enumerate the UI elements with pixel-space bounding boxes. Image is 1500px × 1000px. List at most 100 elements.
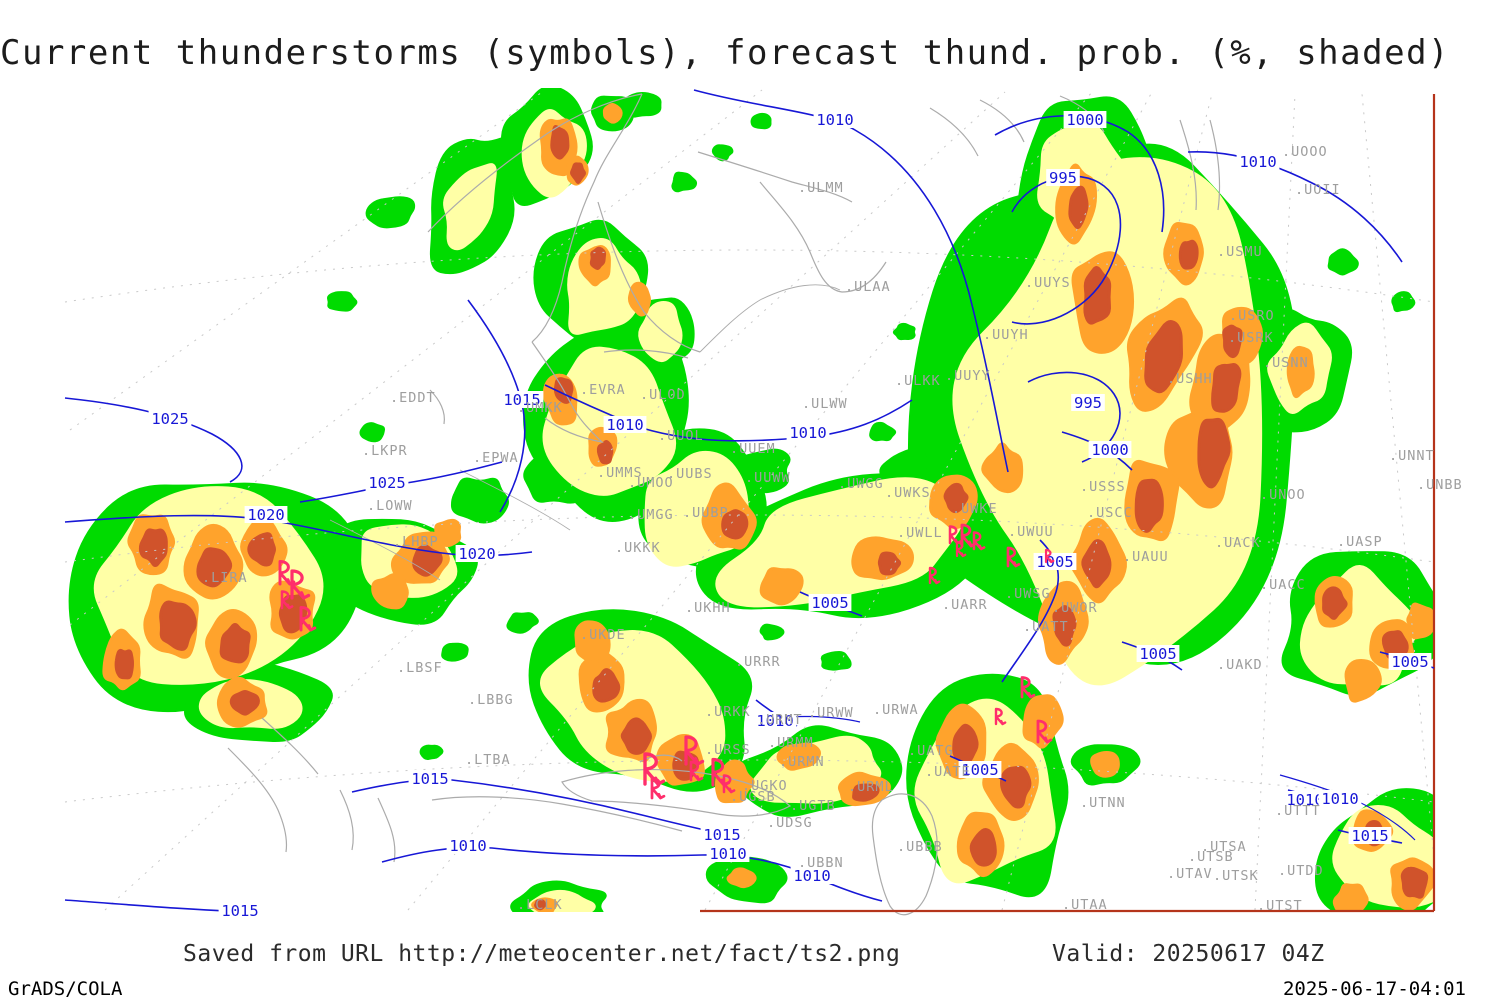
station-code-label: .UTSA xyxy=(1201,839,1247,855)
station-code-label: .UATE xyxy=(925,764,971,780)
thunderstorm-symbol xyxy=(278,560,296,586)
station-code-label: .UMOO xyxy=(628,475,674,491)
prob-blob-l2 xyxy=(574,620,611,665)
station-code-label: .UAKD xyxy=(1217,657,1263,673)
station-code-label: .UUYS xyxy=(1025,275,1071,291)
prob-blob-l3 xyxy=(1178,239,1199,270)
station-code-label: .LBSF xyxy=(397,660,443,676)
thunderstorm-symbol xyxy=(948,525,962,545)
isobar-label: 1015 xyxy=(1351,827,1388,845)
thunderstorm-symbols-layer xyxy=(278,523,1055,800)
station-code-label: .URMT xyxy=(757,712,803,728)
prob-blob-l3 xyxy=(219,622,251,664)
station-code-label: .URWA xyxy=(873,702,919,718)
prob-blob-l3 xyxy=(596,440,614,465)
thunderstorm-symbol xyxy=(290,569,311,600)
station-code-label: .UATT xyxy=(1023,619,1069,635)
isobar-label: 1000 xyxy=(1091,441,1128,459)
station-code-label: .UBBN xyxy=(798,855,844,871)
station-code-label: .USCC xyxy=(1087,505,1133,521)
prob-blob-l3 xyxy=(1068,185,1089,230)
prob-blob-l2 xyxy=(759,567,804,606)
prob-blob-l3 xyxy=(620,717,652,755)
isobar-label-box xyxy=(1136,645,1180,662)
thunderstorm-symbol xyxy=(1036,719,1053,744)
isobar-label: 1005 xyxy=(811,594,848,612)
prob-blob-l3 xyxy=(1222,324,1243,359)
isobar-label: 995 xyxy=(1074,394,1102,412)
isobar-label-box xyxy=(1318,790,1362,807)
prob-blob-l0 xyxy=(1327,248,1359,276)
station-code-label: .ULOD xyxy=(640,387,686,403)
isobar-label-box xyxy=(790,867,834,884)
isobar-label-box xyxy=(455,545,499,562)
isobar-label-box xyxy=(786,424,830,441)
isobar-label-box xyxy=(1046,169,1080,186)
station-code-label: .UAUU xyxy=(1123,549,1169,565)
prob-blob-l3 xyxy=(550,125,570,160)
isobar-label-box xyxy=(1088,441,1132,458)
isobar-label: 1015 xyxy=(503,391,540,409)
prob-blob-l3 xyxy=(247,532,276,567)
station-code-label: .UUOL xyxy=(658,428,704,444)
station-code-label: .UTAV xyxy=(1167,866,1213,882)
prob-blob-l0 xyxy=(441,642,469,662)
prob-blob-l0 xyxy=(711,144,734,162)
thunderstorm-symbol xyxy=(722,774,736,794)
thunderstorm-symbol xyxy=(1044,548,1055,564)
prob-blob-l3 xyxy=(969,828,997,867)
prob-blob-l0 xyxy=(419,744,444,761)
station-code-label: .URML xyxy=(848,779,894,795)
isobar-label: 1010 xyxy=(606,416,643,434)
station-code-label: .UACC xyxy=(1260,577,1306,593)
thunderstorm-symbol xyxy=(972,531,986,551)
prob-blob-l3 xyxy=(570,162,586,184)
station-code-label: .URWW xyxy=(808,705,854,721)
prob-blob-l3 xyxy=(1052,605,1077,647)
station-code-label: .UTAA xyxy=(1062,897,1108,913)
station-code-label: .ULWW xyxy=(802,396,848,412)
station-code-label: .UTTT xyxy=(1275,803,1321,819)
isobar-label-box xyxy=(1063,111,1107,128)
prob-blob-l0 xyxy=(359,422,386,443)
isobar-label-box xyxy=(365,474,409,491)
station-code-label: .USMU xyxy=(1217,244,1263,260)
isobar-label-box xyxy=(706,845,750,862)
prob-blob-l2 xyxy=(371,572,409,610)
station-code-label: .LBBG xyxy=(468,692,514,708)
thunderstorm-symbol xyxy=(689,760,704,782)
map-title: Current thunderstorms (symbols), forecas… xyxy=(0,33,1451,73)
prob-blob-l3 xyxy=(1081,539,1112,589)
station-code-label: .UWKE xyxy=(952,501,998,517)
thunderstorm-symbol xyxy=(1020,676,1036,699)
prob-blob-l2 xyxy=(602,103,623,124)
isobar-label-box xyxy=(958,761,1002,778)
station-code-label: .UWOR xyxy=(1052,600,1098,616)
thunderstorm-symbol xyxy=(280,590,294,610)
prob-blob-l3 xyxy=(592,668,621,703)
station-code-label: .URMM xyxy=(768,735,814,751)
station-code-label: .UWGG xyxy=(838,476,884,492)
station-code-label: .UACK xyxy=(1215,535,1261,551)
prob-blob-l3 xyxy=(138,528,168,568)
prob-blob-l0 xyxy=(365,196,416,229)
station-code-label: .UASP xyxy=(1337,534,1383,550)
isobar-label: 1010 xyxy=(449,837,486,855)
isobar-label: 1025 xyxy=(151,410,188,428)
timestamp-label: 2025-06-17-04:01 xyxy=(1282,978,1466,1000)
prob-blob-l2 xyxy=(434,518,462,548)
isobar-label-box xyxy=(700,826,744,843)
isobar-label: 1005 xyxy=(1391,653,1428,671)
station-code-label: .URRR xyxy=(735,654,781,670)
isobar-label: 1005 xyxy=(1139,645,1176,663)
prob-blob-l0 xyxy=(1391,291,1416,313)
isobar-label: 1010 xyxy=(1321,790,1358,808)
prob-blob-l1 xyxy=(443,163,497,251)
isobar-label-box xyxy=(408,770,452,787)
station-code-label: .UGKO xyxy=(742,778,788,794)
prob-blob-l3 xyxy=(159,600,197,651)
isobar-label-box xyxy=(446,837,490,854)
thunderstorm-symbol xyxy=(955,541,967,558)
isobar-label: 1010 xyxy=(709,845,746,863)
